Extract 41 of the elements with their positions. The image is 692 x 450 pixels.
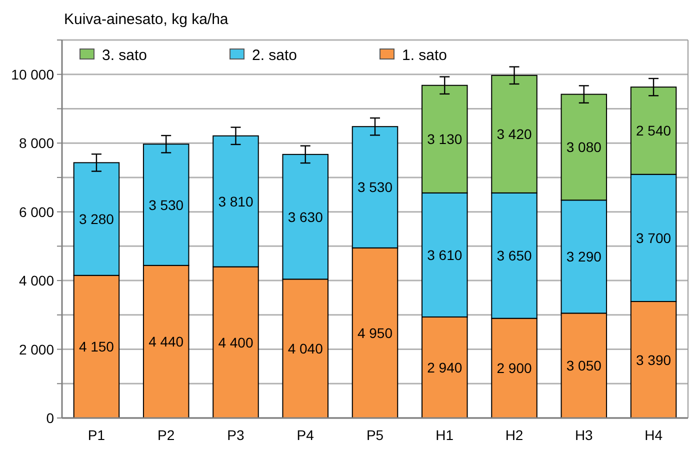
x-tick-label: H3 bbox=[574, 427, 594, 443]
data-label: 3 650 bbox=[496, 248, 532, 264]
x-tick-label: P2 bbox=[158, 427, 175, 443]
data-label: 4 150 bbox=[78, 338, 114, 355]
data-label: 3 130 bbox=[427, 131, 462, 148]
y-axis-title: Kuiva-ainesato, kg ka/ha bbox=[64, 11, 229, 28]
y-tick-label: 4 000 bbox=[18, 272, 54, 289]
x-tick-label: P5 bbox=[366, 427, 384, 443]
x-tick-label: H1 bbox=[436, 427, 454, 443]
data-label: 3 280 bbox=[78, 211, 114, 228]
data-label: 2 940 bbox=[427, 359, 462, 376]
x-tick-label: H4 bbox=[644, 427, 663, 443]
y-tick-label: 10 000 bbox=[11, 66, 54, 82]
data-label: 3 420 bbox=[496, 126, 532, 142]
data-label: 3 630 bbox=[288, 208, 324, 225]
x-tick-label: H2 bbox=[505, 427, 524, 443]
y-tick-label: 0 bbox=[46, 410, 54, 426]
x-tick-label: P3 bbox=[227, 427, 245, 443]
data-label: 3 610 bbox=[427, 246, 462, 263]
data-label: 3 810 bbox=[218, 193, 254, 210]
legend-label: 2. sato bbox=[252, 47, 298, 64]
data-label: 4 440 bbox=[148, 334, 184, 350]
y-tick-label: 2 000 bbox=[18, 341, 54, 358]
data-label: 3 290 bbox=[566, 248, 602, 265]
legend-label: 1. sato bbox=[402, 47, 448, 64]
data-label: 2 540 bbox=[636, 122, 672, 139]
legend-label: 3. sato bbox=[102, 47, 148, 64]
data-label: 3 700 bbox=[636, 230, 672, 246]
data-label: 4 950 bbox=[357, 324, 393, 341]
data-label: 2 900 bbox=[496, 360, 532, 376]
y-tick-label: 6 000 bbox=[18, 204, 54, 220]
data-label: 3 530 bbox=[148, 196, 184, 213]
y-tick-label: 8 000 bbox=[18, 135, 54, 152]
data-label: 3 080 bbox=[566, 139, 602, 156]
x-tick-label: P1 bbox=[88, 427, 106, 443]
data-label: 3 390 bbox=[636, 352, 672, 368]
data-label: 4 400 bbox=[218, 334, 254, 350]
data-label: 4 040 bbox=[288, 340, 324, 357]
x-tick-label: P4 bbox=[296, 427, 314, 443]
data-label: 3 530 bbox=[357, 179, 393, 196]
data-label: 3 050 bbox=[566, 358, 602, 374]
